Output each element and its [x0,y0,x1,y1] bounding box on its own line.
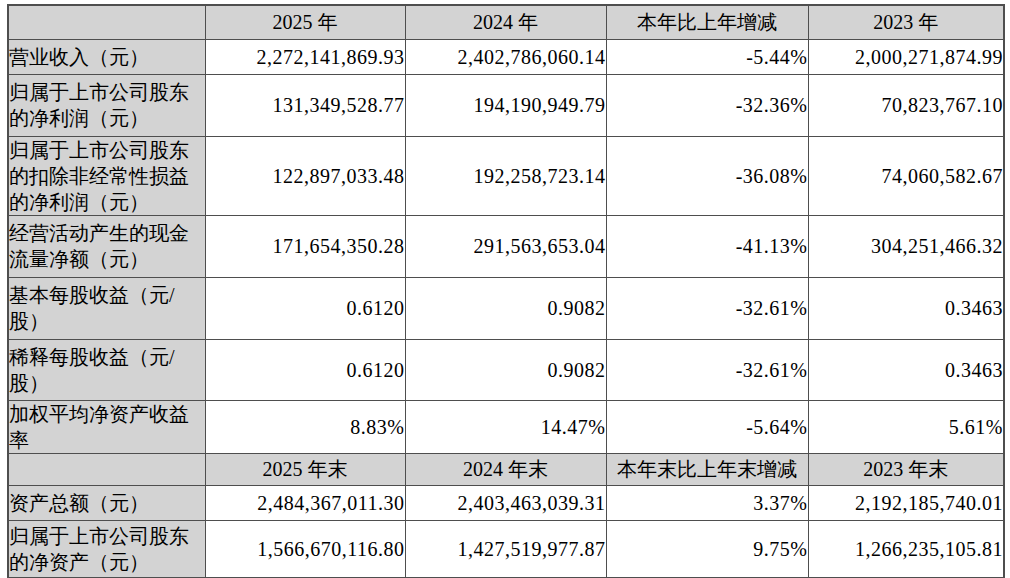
header-2024-end: 2024 年末 [405,453,606,485]
value-operating-cash-flow-2025: 171,654,350.28 [205,215,405,277]
row-net-profit-deducted: 归属于上市公司股东的扣除非经常性损益的净利润（元） 122,897,033.48… [8,136,1004,215]
value-diluted-eps-2024: 0.9082 [405,339,606,400]
header-blank-cell-2 [8,453,205,485]
value-net-assets-change: 9.75% [606,520,808,578]
value-revenue-2024: 2,402,786,060.14 [405,39,606,74]
value-basic-eps-2024: 0.9082 [405,277,606,339]
value-net-profit-2024: 194,190,949.79 [405,74,606,136]
value-operating-cash-flow-change: -41.13% [606,215,808,277]
row-label-net-profit: 归属于上市公司股东的净利润（元） [8,74,205,136]
row-label-revenue: 营业收入（元） [8,39,205,74]
row-label-total-assets: 资产总额（元） [8,485,205,520]
value-net-assets-2025: 1,566,670,116.80 [205,520,405,578]
row-label-basic-eps: 基本每股收益（元/股） [8,277,205,339]
value-net-profit-deducted-2023: 74,060,582.67 [808,136,1004,215]
value-net-assets-2023: 1,266,235,105.81 [808,520,1004,578]
row-diluted-eps: 稀释每股收益（元/股） 0.6120 0.9082 -32.61% 0.3463 [8,339,1004,400]
value-basic-eps-2023: 0.3463 [808,277,1004,339]
header-2023-end: 2023 年末 [808,453,1004,485]
header-blank-cell [8,5,205,39]
value-net-profit-deducted-2025: 122,897,033.48 [205,136,405,215]
row-weighted-avg-roe: 加权平均净资产收益率 8.83% 14.47% -5.64% 5.61% [8,400,1004,453]
row-revenue: 营业收入（元） 2,272,141,869.93 2,402,786,060.1… [8,39,1004,74]
value-net-profit-2023: 70,823,767.10 [808,74,1004,136]
value-basic-eps-change: -32.61% [606,277,808,339]
value-basic-eps-2025: 0.6120 [205,277,405,339]
value-weighted-avg-roe-2024: 14.47% [405,400,606,453]
value-net-assets-2024: 1,427,519,977.87 [405,520,606,578]
row-net-profit: 归属于上市公司股东的净利润（元） 131,349,528.77 194,190,… [8,74,1004,136]
value-net-profit-change: -32.36% [606,74,808,136]
header-2025: 2025 年 [205,5,405,39]
value-net-profit-deducted-2024: 192,258,723.14 [405,136,606,215]
value-operating-cash-flow-2023: 304,251,466.32 [808,215,1004,277]
header-yoy-change: 本年比上年增减 [606,5,808,39]
row-label-weighted-avg-roe: 加权平均净资产收益率 [8,400,205,453]
value-weighted-avg-roe-2023: 5.61% [808,400,1004,453]
value-diluted-eps-2023: 0.3463 [808,339,1004,400]
value-diluted-eps-change: -32.61% [606,339,808,400]
financial-summary-table: 2025 年 2024 年 本年比上年增减 2023 年 营业收入（元） 2,2… [7,4,1005,578]
value-total-assets-2023: 2,192,185,740.01 [808,485,1004,520]
value-diluted-eps-2025: 0.6120 [205,339,405,400]
value-weighted-avg-roe-change: -5.64% [606,400,808,453]
value-total-assets-2024: 2,403,463,039.31 [405,485,606,520]
header-2023: 2023 年 [808,5,1004,39]
row-label-diluted-eps: 稀释每股收益（元/股） [8,339,205,400]
header-year-end-change: 本年末比上年末增减 [606,453,808,485]
row-operating-cash-flow: 经营活动产生的现金流量净额（元） 171,654,350.28 291,563,… [8,215,1004,277]
row-label-operating-cash-flow: 经营活动产生的现金流量净额（元） [8,215,205,277]
header-2024: 2024 年 [405,5,606,39]
financial-summary-table-container: 2025 年 2024 年 本年比上年增减 2023 年 营业收入（元） 2,2… [7,4,1005,578]
row-basic-eps: 基本每股收益（元/股） 0.6120 0.9082 -32.61% 0.3463 [8,277,1004,339]
header-2025-end: 2025 年末 [205,453,405,485]
value-net-profit-2025: 131,349,528.77 [205,74,405,136]
row-label-net-assets: 归属于上市公司股东的净资产（元） [8,520,205,578]
value-revenue-change: -5.44% [606,39,808,74]
section2-header-row: 2025 年末 2024 年末 本年末比上年末增减 2023 年末 [8,453,1004,485]
value-total-assets-2025: 2,484,367,011.30 [205,485,405,520]
row-total-assets: 资产总额（元） 2,484,367,011.30 2,403,463,039.3… [8,485,1004,520]
value-weighted-avg-roe-2025: 8.83% [205,400,405,453]
value-total-assets-change: 3.37% [606,485,808,520]
row-label-net-profit-deducted: 归属于上市公司股东的扣除非经常性损益的净利润（元） [8,136,205,215]
value-net-profit-deducted-change: -36.08% [606,136,808,215]
value-operating-cash-flow-2024: 291,563,653.04 [405,215,606,277]
value-revenue-2025: 2,272,141,869.93 [205,39,405,74]
row-net-assets: 归属于上市公司股东的净资产（元） 1,566,670,116.80 1,427,… [8,520,1004,578]
section1-header-row: 2025 年 2024 年 本年比上年增减 2023 年 [8,5,1004,39]
value-revenue-2023: 2,000,271,874.99 [808,39,1004,74]
